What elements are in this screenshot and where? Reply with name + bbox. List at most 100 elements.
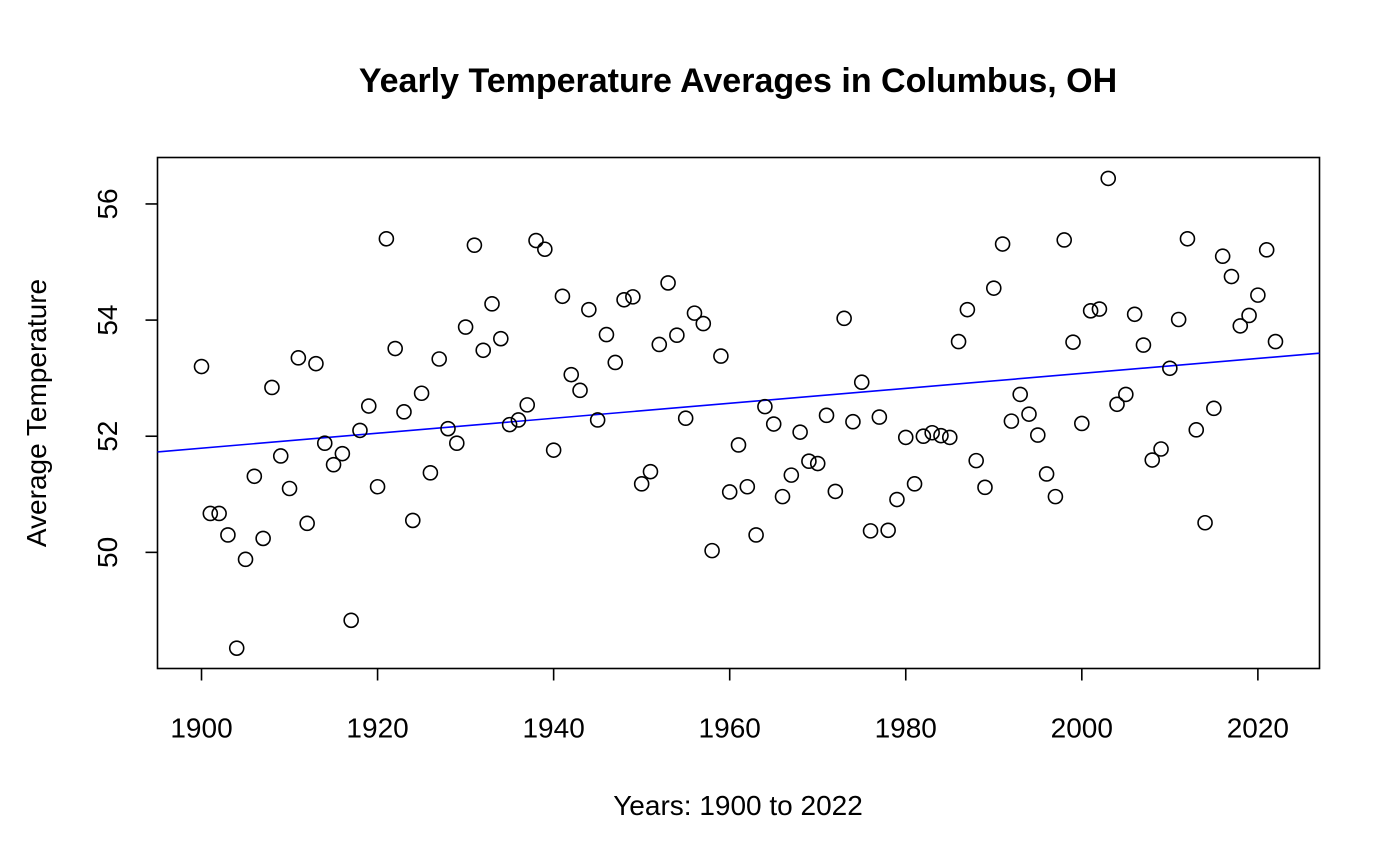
data-point: [1012, 386, 1028, 403]
data-point: [545, 442, 562, 458]
data-point: [413, 385, 430, 402]
data-point: [299, 515, 315, 532]
data-point: [1126, 306, 1143, 323]
data-point: [1100, 170, 1117, 187]
data-point: [581, 301, 597, 318]
data-point: [193, 358, 210, 375]
data-point: [1003, 413, 1020, 429]
data-point: [686, 305, 703, 321]
data-point: [642, 463, 659, 480]
data-point: [730, 437, 747, 453]
data-point: [906, 476, 923, 492]
data-point: [466, 237, 483, 253]
data-point: [607, 354, 624, 371]
data-point: [677, 410, 694, 427]
data-point: [1056, 232, 1073, 248]
data-point: [616, 291, 632, 308]
data-point: [836, 310, 852, 327]
data-point: [1038, 466, 1055, 482]
data-point: [228, 640, 245, 656]
data-point: [572, 382, 588, 399]
x-tick-label: 1980: [875, 713, 937, 744]
data-point: [669, 327, 685, 343]
data-point: [897, 429, 914, 446]
data-point: [765, 416, 782, 432]
y-axis: 50 52 54 56: [92, 188, 158, 568]
data-point: [1232, 318, 1249, 334]
data-point: [334, 445, 351, 462]
data-point: [783, 467, 800, 483]
data-point: [272, 448, 289, 464]
data-point: [316, 435, 333, 451]
data-point: [1267, 333, 1284, 350]
data-point: [290, 350, 307, 366]
data-point: [387, 340, 403, 357]
data-point: [977, 479, 993, 496]
data-point: [519, 397, 536, 413]
data-point: [1135, 337, 1152, 353]
data-point: [281, 480, 298, 497]
data-point: [1082, 302, 1099, 319]
data-point: [1179, 230, 1196, 247]
data-point: [994, 236, 1011, 252]
data-point: [933, 427, 949, 444]
data-point: [1162, 360, 1178, 377]
y-tick-label: 52: [92, 421, 123, 452]
y-tick-label: 50: [92, 537, 123, 568]
data-point: [1030, 427, 1046, 443]
data-point: [1153, 441, 1169, 457]
data-point: [325, 456, 342, 473]
data-point: [396, 404, 412, 420]
data-point: [431, 351, 447, 367]
data-point: [1206, 400, 1222, 417]
y-axis-label: Average Temperature: [21, 279, 52, 547]
data-point: [1250, 287, 1266, 303]
data-point: [1021, 406, 1037, 422]
data-point: [915, 428, 932, 445]
data-point: [853, 374, 870, 391]
data-point: [484, 296, 500, 312]
trend-line: [157, 352, 1320, 453]
data-point: [563, 366, 580, 383]
x-tick-label: 2020: [1227, 713, 1289, 744]
plot-frame: [156, 156, 1321, 670]
x-axis: 1900 1920 1940 1960 1980 2000 2020: [170, 668, 1289, 744]
data-point: [959, 301, 976, 318]
data-point: [1197, 514, 1213, 531]
data-point: [801, 453, 817, 469]
data-point: [1065, 334, 1081, 350]
data-point: [1170, 311, 1187, 328]
data-point: [598, 326, 615, 343]
data-point: [457, 319, 474, 335]
data-point: [1047, 488, 1064, 505]
data-point: [360, 398, 377, 414]
data-point: [510, 412, 527, 428]
data-point: [1241, 307, 1257, 324]
data-point: [968, 452, 984, 469]
x-tick-label: 1920: [346, 713, 408, 744]
data-point: [660, 275, 676, 291]
data-point: [739, 478, 756, 495]
data-point: [721, 484, 738, 500]
data-point: [924, 424, 940, 441]
points-layer: [193, 170, 1284, 656]
data-point: [378, 230, 395, 247]
data-point: [774, 488, 791, 505]
data-point: [440, 420, 456, 437]
data-point: [651, 336, 668, 353]
data-point: [1109, 396, 1125, 413]
data-point: [343, 612, 359, 629]
data-point: [1118, 386, 1134, 403]
y-tick-label: 56: [92, 188, 123, 219]
data-point: [950, 333, 967, 350]
data-point: [713, 348, 729, 364]
data-point: [422, 465, 439, 481]
data-point: [704, 542, 720, 559]
data-point: [1188, 422, 1205, 438]
chart-title: Yearly Temperature Averages in Columbus,…: [359, 62, 1117, 100]
data-point: [404, 512, 421, 529]
data-point: [237, 551, 254, 568]
data-point: [985, 280, 1002, 296]
data-point: [308, 355, 324, 372]
data-point: [449, 435, 465, 451]
